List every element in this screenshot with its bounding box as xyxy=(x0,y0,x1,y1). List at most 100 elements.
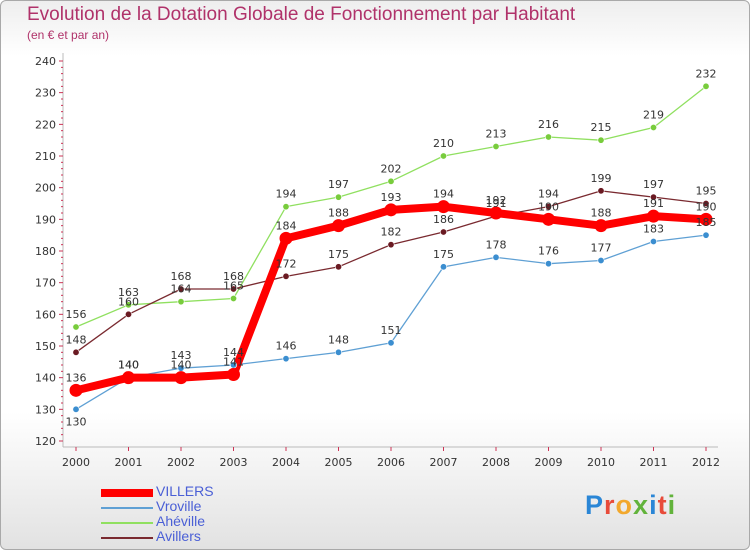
legend-item-vroville: Vroville xyxy=(101,498,301,515)
data-label: 140 xyxy=(171,359,192,372)
data-label: 177 xyxy=(591,242,612,255)
y-tick-label: 160 xyxy=(35,308,56,321)
legend: VILLERS Vroville Ahéville Avillers xyxy=(101,483,301,545)
data-label: 190 xyxy=(696,200,717,213)
data-point-avillers xyxy=(702,200,710,208)
data-label: 178 xyxy=(486,238,507,251)
data-label: 185 xyxy=(696,216,717,229)
x-tick-label: 2006 xyxy=(377,456,405,469)
data-point-vroville xyxy=(702,231,710,239)
data-label: 146 xyxy=(276,340,297,353)
data-label: 183 xyxy=(643,223,664,236)
data-label: 168 xyxy=(223,270,244,283)
chart-subtitle: (en € et par an) xyxy=(27,28,110,42)
data-label: 143 xyxy=(171,349,192,362)
y-tick-label: 150 xyxy=(35,340,56,353)
data-point-aheville xyxy=(334,193,342,201)
data-point-aheville xyxy=(492,143,500,151)
data-label: 188 xyxy=(591,207,612,220)
y-tick-label: 190 xyxy=(35,213,56,226)
data-point-avillers xyxy=(177,285,185,293)
data-point-vroville xyxy=(649,238,657,246)
data-label: 168 xyxy=(171,270,192,283)
proxiti-logo: Proxiti xyxy=(585,490,677,520)
y-tick-label: 140 xyxy=(35,372,56,385)
data-label: 193 xyxy=(381,191,402,204)
x-tick-label: 2012 xyxy=(692,456,720,469)
data-point-aheville xyxy=(702,82,710,90)
data-label: 144 xyxy=(223,346,244,359)
data-label: 140 xyxy=(118,359,139,372)
data-label: 175 xyxy=(328,248,349,261)
x-tick-label: 2002 xyxy=(167,456,195,469)
legend-item-avillers: Avillers xyxy=(101,528,301,545)
data-point-avillers xyxy=(282,272,290,280)
data-label: 191 xyxy=(486,197,507,210)
data-point-aheville xyxy=(439,152,447,160)
x-tick-label: 2005 xyxy=(325,456,353,469)
data-label: 194 xyxy=(538,188,559,201)
data-point-aheville xyxy=(282,203,290,211)
data-label: 202 xyxy=(381,162,402,175)
data-label: 141 xyxy=(223,356,244,369)
legend-label: Ahéville xyxy=(156,513,206,529)
data-label: 130 xyxy=(66,415,87,428)
data-point-avillers xyxy=(544,203,552,211)
data-label: 199 xyxy=(591,172,612,185)
data-label: 175 xyxy=(433,248,454,261)
data-point-vroville xyxy=(439,263,447,271)
data-point-aheville xyxy=(125,301,133,309)
y-tick-label: 230 xyxy=(35,87,56,100)
data-point-aheville xyxy=(230,294,238,302)
x-tick-label: 2008 xyxy=(482,456,510,469)
legend-item-aheville: Ahéville xyxy=(101,513,301,530)
data-point-villers xyxy=(174,371,188,385)
data-label: 216 xyxy=(538,118,559,131)
data-point-vroville xyxy=(597,256,605,264)
data-point-avillers xyxy=(125,310,133,318)
axes: 120 130 140 150 160 170 180 190 200 210 220 230 240 2… xyxy=(35,53,720,469)
series-markers xyxy=(69,82,713,413)
data-point-avillers xyxy=(387,241,395,249)
data-point-villers xyxy=(647,209,660,223)
data-label: 140 xyxy=(118,359,139,372)
data-point-vroville xyxy=(387,339,395,347)
data-label: 197 xyxy=(643,178,664,191)
y-tick-label: 210 xyxy=(35,150,56,163)
data-label: 172 xyxy=(276,257,297,270)
data-point-avillers xyxy=(334,263,342,271)
data-label: 190 xyxy=(538,200,559,213)
data-point-vroville xyxy=(282,355,290,363)
data-point-vroville xyxy=(72,405,80,413)
data-label: 156 xyxy=(66,308,87,321)
data-label: 165 xyxy=(223,280,244,293)
x-tick-label: 2010 xyxy=(587,456,615,469)
legend-label: VILLERS xyxy=(156,483,214,499)
data-point-vroville xyxy=(492,253,500,261)
data-point-villers xyxy=(594,219,608,233)
y-tick-label: 240 xyxy=(35,55,56,68)
y-tick-label: 180 xyxy=(35,245,56,258)
data-label: 136 xyxy=(66,371,87,384)
data-point-avillers xyxy=(649,193,657,201)
legend-swatch xyxy=(101,537,153,539)
data-label: 148 xyxy=(328,333,349,346)
data-point-villers xyxy=(227,368,240,381)
data-label: 191 xyxy=(643,197,664,210)
x-tick-label: 2001 xyxy=(115,456,143,469)
data-point-aheville xyxy=(597,136,605,144)
data-label: 213 xyxy=(486,128,507,141)
data-label: 197 xyxy=(328,178,349,191)
x-tick-label: 2004 xyxy=(272,456,300,469)
data-label: 182 xyxy=(381,226,402,239)
y-tick-label: 130 xyxy=(35,403,56,416)
legend-item-villers: VILLERS xyxy=(101,483,301,500)
data-label: 176 xyxy=(538,245,559,258)
data-point-aheville xyxy=(387,177,395,185)
data-label: 186 xyxy=(433,213,454,226)
data-point-vroville xyxy=(544,260,552,268)
data-label: 148 xyxy=(66,333,87,346)
data-label: 195 xyxy=(696,185,717,198)
